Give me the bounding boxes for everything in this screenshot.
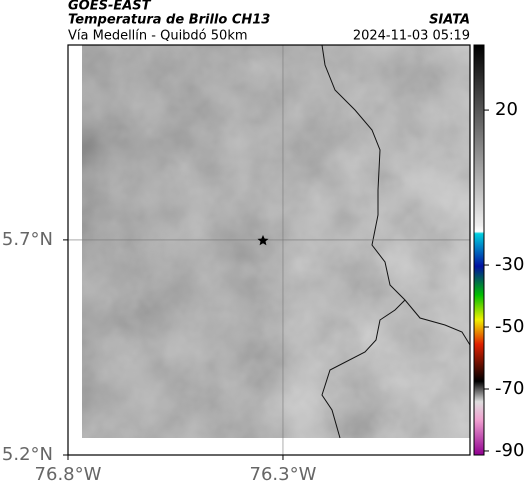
colorbar-tick-label: -50 <box>495 316 524 337</box>
header-timestamp: 2024-11-03 05:19 <box>353 29 470 44</box>
location-marker <box>257 235 269 246</box>
colorbar-tick-label: 20 <box>495 99 518 120</box>
header-subtitle: Temperatura de Brillo CH13 <box>68 13 270 28</box>
image-texture <box>82 45 470 438</box>
x-tick-label: 76.8°W <box>35 464 102 485</box>
y-tick-label: 5.2°N <box>2 444 53 465</box>
x-tick-label: 76.3°W <box>250 464 317 485</box>
map-frame <box>67 44 471 456</box>
header-source: SIATA <box>429 13 470 28</box>
header-region: Vía Medellín - Quibdó 50km <box>68 29 248 44</box>
colorbar-tick-label: -70 <box>495 378 524 399</box>
satellite-image <box>82 45 470 438</box>
colorbar-tick-label: -30 <box>495 254 524 275</box>
header-title: GOES-EAST <box>68 0 152 14</box>
colorbar-tick-label: -90 <box>495 440 524 461</box>
y-tick-label: 5.7°N <box>2 229 53 250</box>
border-line <box>321 44 471 439</box>
colorbar <box>473 44 485 456</box>
